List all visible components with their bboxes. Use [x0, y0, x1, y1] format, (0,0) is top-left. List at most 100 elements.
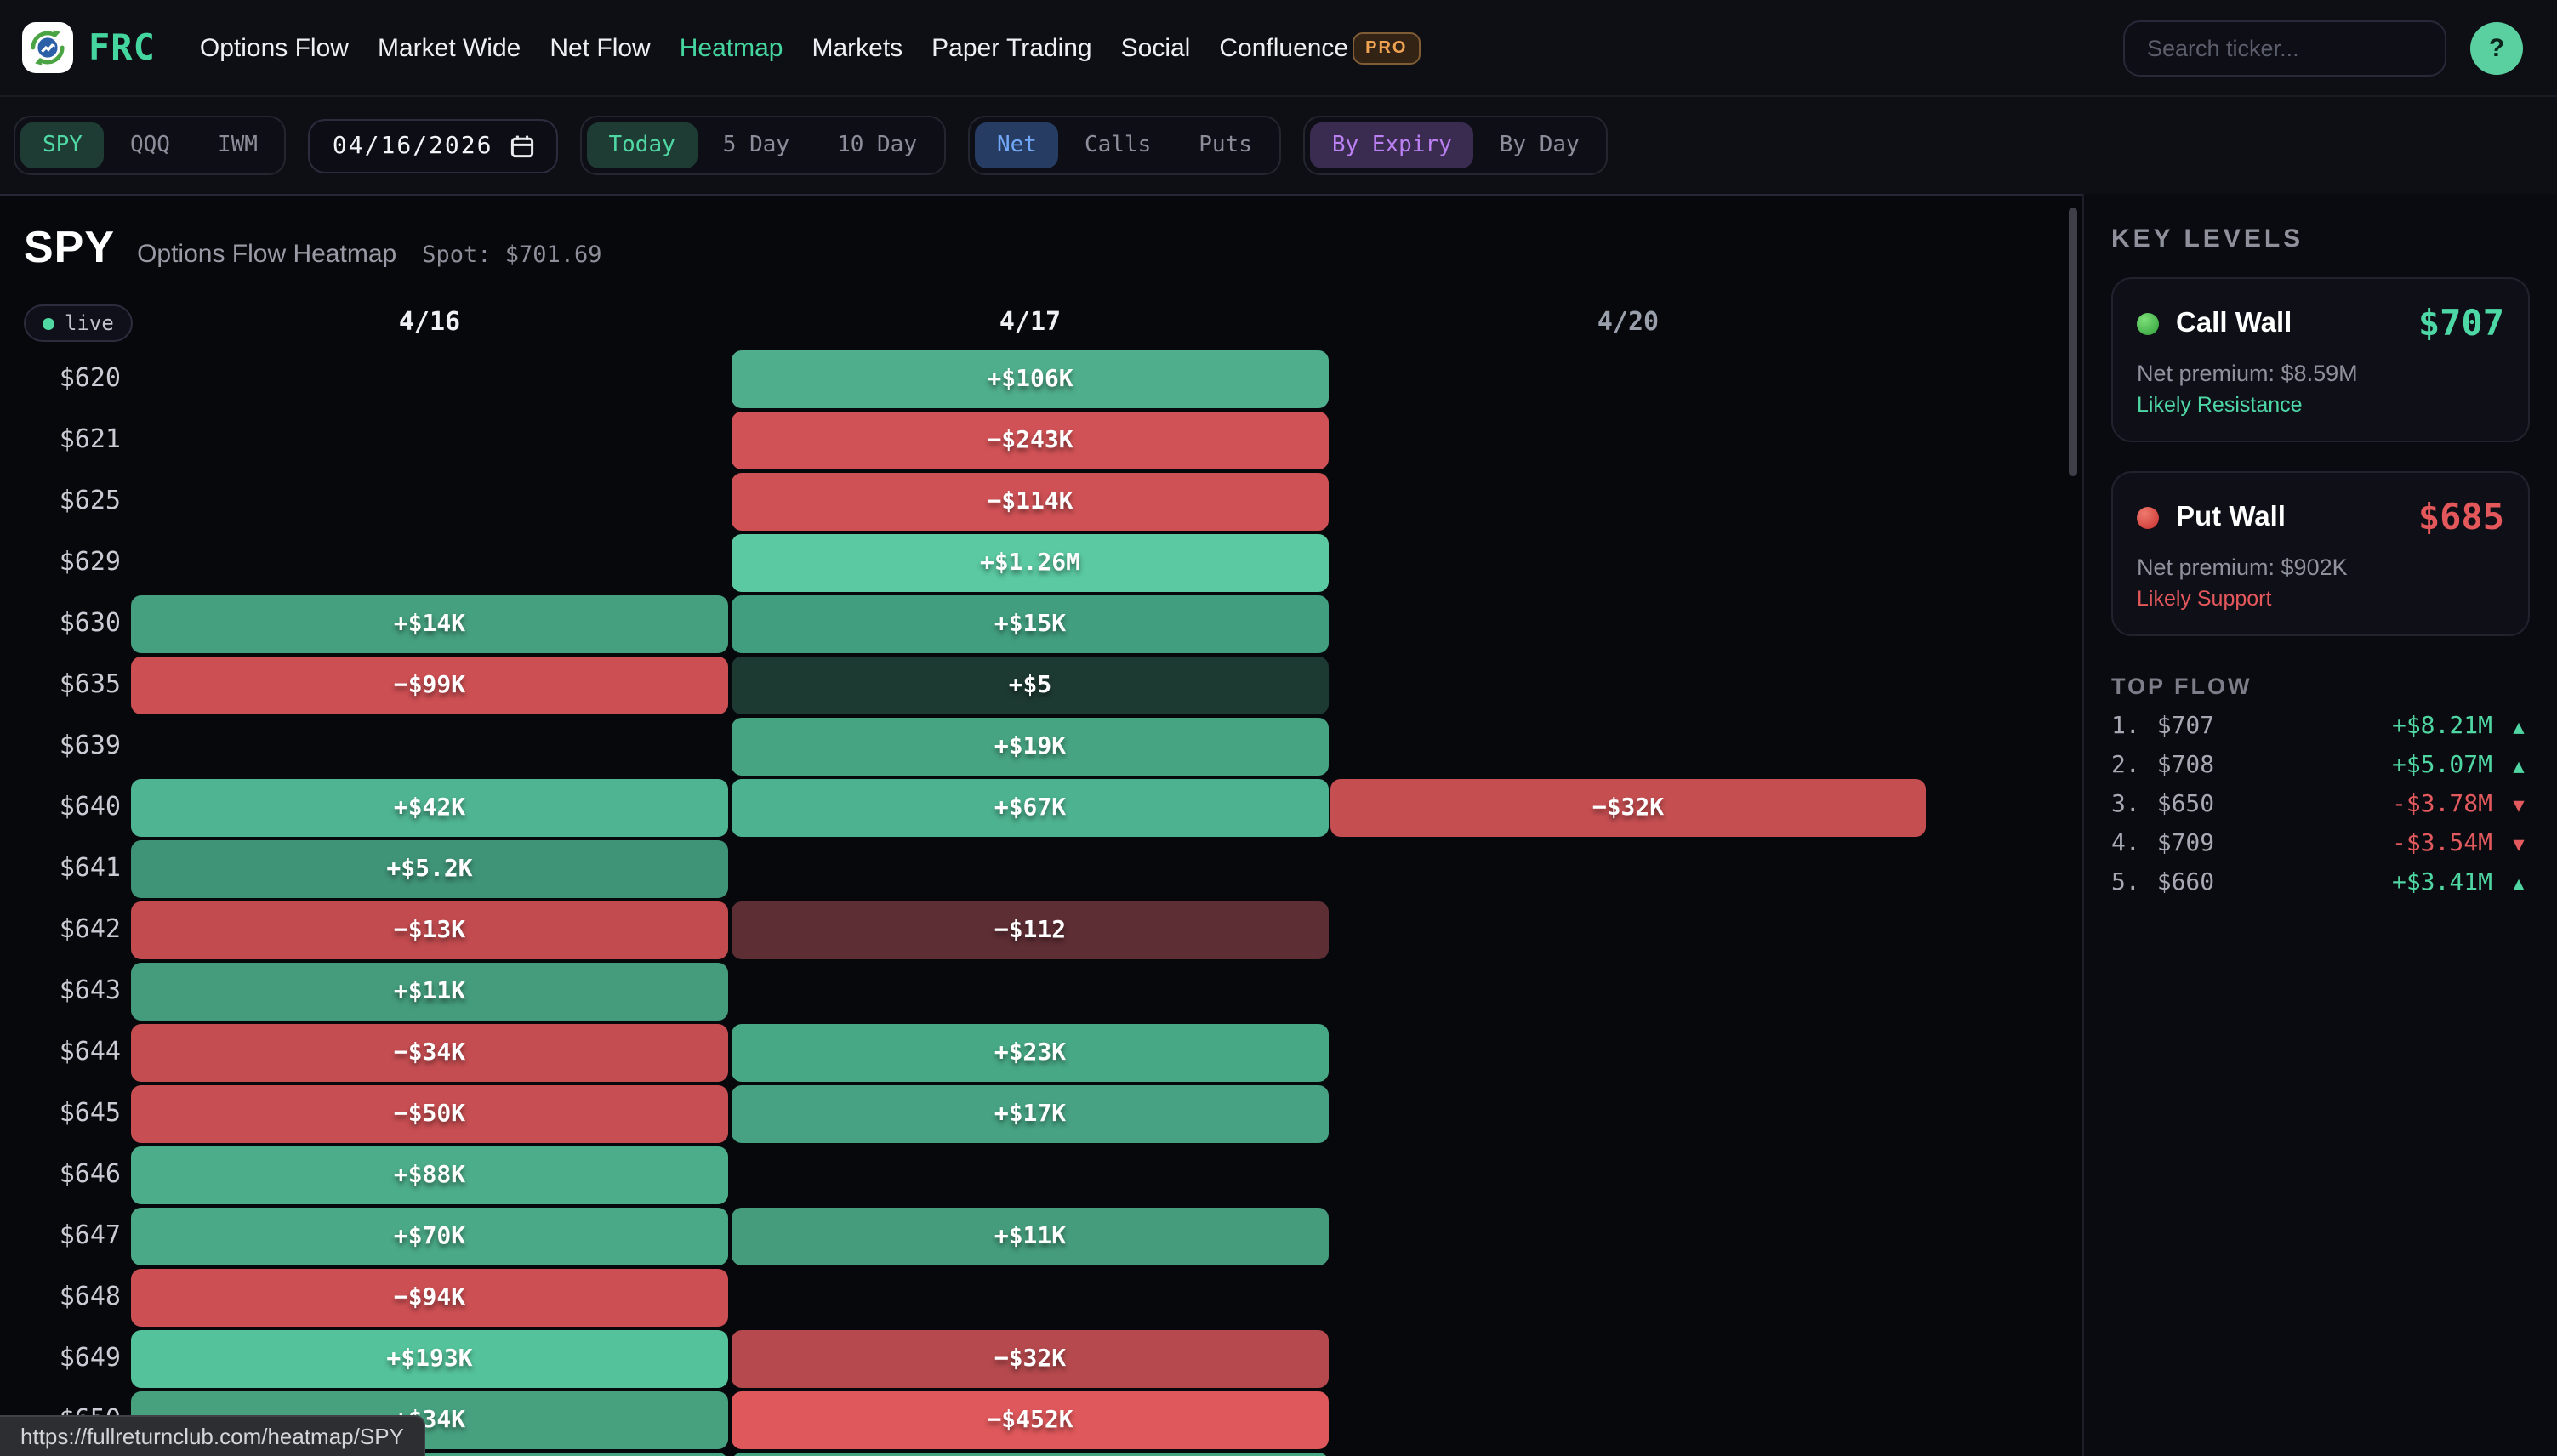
heatmap-cell[interactable]: +$5.2K [131, 840, 728, 897]
heatmap-cell[interactable]: +$5 [732, 657, 1329, 714]
strike-label: $641 [59, 852, 121, 883]
calendar-icon [510, 134, 533, 157]
heatmap-cell[interactable]: −$114K [732, 473, 1329, 530]
filter-flow-type-net[interactable]: Net [975, 122, 1059, 168]
top-flow-value: +$8.21M [2391, 713, 2492, 740]
heatmap-row-646: $646 +$88K [0, 1146, 2082, 1203]
heatmap-cell[interactable]: +$19K [732, 718, 1329, 775]
filter-group-mode-by-expiry[interactable]: By Expiry [1309, 122, 1474, 168]
frc-logo[interactable] [22, 22, 73, 73]
top-flow-item-709: 4. $709 -$3.54M ▼ [2111, 830, 2530, 857]
help-button[interactable]: ? [2470, 21, 2523, 74]
sidebar: KEY LEVELS Call Wall $707 Net premium: $… [2082, 194, 2557, 1456]
heatmap-cell[interactable]: −$452K [732, 1391, 1329, 1448]
nav-item-social[interactable]: Social [1120, 33, 1191, 62]
down-triangle-icon: ▼ [2513, 833, 2525, 855]
heatmap-cell[interactable]: +$193K [131, 1330, 728, 1387]
filter-ticker-iwm[interactable]: IWM [217, 133, 258, 158]
filter-range-5-day[interactable]: 5 Day [722, 133, 790, 158]
strike-label: $646 [59, 1158, 121, 1189]
filter-flow-type-calls[interactable]: Calls [1084, 133, 1152, 158]
filter-flow-type-puts[interactable]: Puts [1199, 133, 1252, 158]
heatmap-cell[interactable]: −$99K [131, 657, 728, 714]
top-flow-rank: 3. [2111, 791, 2140, 818]
heatmap-cell[interactable]: +$17K [732, 1085, 1329, 1142]
heatmap-cell[interactable]: +$11K [732, 1208, 1329, 1265]
top-flow-item-650: 3. $650 -$3.78M ▼ [2111, 791, 2530, 818]
ticker-toggle-group: SPY QQQ IWM [14, 116, 287, 175]
nav-item-options-flow[interactable]: Options Flow [199, 33, 349, 62]
strike-label: $639 [59, 730, 121, 760]
filter-range-today[interactable]: Today [586, 122, 698, 168]
heatmap-cell[interactable]: +$70K [131, 1208, 728, 1265]
heatmap-row-621: $621 −$243K [0, 412, 2082, 469]
up-triangle-icon: ▲ [2513, 754, 2525, 776]
heatmap-cell[interactable]: +$15K [732, 595, 1329, 652]
filter-ticker-qqq[interactable]: QQQ [129, 133, 170, 158]
nav-item-net-flow[interactable]: Net Flow [550, 33, 651, 62]
nav-item-confluence[interactable]: Confluence [1219, 33, 1349, 62]
heatmap-cell[interactable]: +$42K [131, 779, 728, 836]
search-input[interactable] [2123, 20, 2446, 76]
filter-group-mode-by-day[interactable]: By Day [1499, 133, 1580, 158]
top-flow-rank: 4. [2111, 830, 2140, 857]
call-wall-premium: Net premium: $8.59M [2137, 361, 2358, 386]
date-picker[interactable]: 04/16/2026 [308, 118, 558, 173]
heatmap-row-640: $640 +$42K +$67K −$32K [0, 779, 2082, 836]
nav-items: Options Flow Market Wide Net Flow Heatmap Ma… [200, 33, 1348, 62]
top-flow-item-660: 5. $660 +$3.41M ▲ [2111, 869, 2530, 896]
strike-label: $635 [59, 668, 121, 699]
put-wall-header: Put Wall $685 [2137, 497, 2504, 537]
call-wall-card: Call Wall $707 Net premium: $8.59M Likel… [2111, 277, 2530, 442]
nav-item-heatmap[interactable]: Heatmap [679, 33, 783, 62]
heatmap-row-620: $620 +$106K [0, 350, 2082, 407]
nav-item-market-wide[interactable]: Market Wide [377, 33, 521, 62]
strike-label: $620 [59, 362, 121, 393]
heatmap-row-642: $642 −$13K −$112 [0, 901, 2082, 958]
heatmap-cell[interactable]: +$67K [732, 779, 1329, 836]
filter-range-10-day[interactable]: 10 Day [837, 133, 917, 158]
heatmap-cell[interactable]: +$88K [131, 1146, 728, 1203]
top-flow-list: 1. $707 +$8.21M ▲ 2. $708 +$5.07M ▲ 3. $650 -$3.78… [2111, 713, 2530, 896]
top-flow-rank: 5. [2111, 869, 2140, 896]
up-triangle-icon: ▲ [2513, 872, 2525, 894]
top-flow-strike: $650 [2156, 791, 2215, 818]
heatmap-cell[interactable]: +$1.26M [732, 534, 1329, 591]
heatmap-row-649: $649 +$193K −$32K [0, 1330, 2082, 1387]
heatmap-cell[interactable]: +$23K [732, 1024, 1329, 1081]
heatmap-cell[interactable]: −$243K [732, 412, 1329, 469]
heatmap-cell[interactable] [732, 1453, 1329, 1456]
heatmap-row-641: $641 +$5.2K [0, 840, 2082, 897]
filter-ticker-spy[interactable]: SPY [20, 122, 105, 168]
heatmap-cell[interactable]: −$13K [131, 901, 728, 958]
heatmap-cell[interactable]: +$106K [732, 350, 1329, 407]
strike-label: $630 [59, 607, 121, 638]
nav-item-markets[interactable]: Markets [812, 33, 903, 62]
heatmap-cell[interactable]: −$32K [732, 1330, 1329, 1387]
vertical-scrollbar-thumb[interactable] [2069, 208, 2077, 476]
top-flow-value: -$3.78M [2391, 791, 2492, 818]
heatmap-cell[interactable]: −$34K [131, 1024, 728, 1081]
heatmap-cell[interactable]: −$50K [131, 1085, 728, 1142]
navbar: FRC Options Flow Market Wide Net Flow Heatm… [0, 0, 2557, 97]
frc-logo-icon [31, 30, 65, 65]
heatmap-cell[interactable]: −$112 [732, 901, 1329, 958]
brand-name[interactable]: FRC [88, 27, 156, 68]
top-flow-value: -$3.54M [2391, 830, 2492, 857]
put-wall-label: Put Wall [2176, 501, 2286, 532]
heatmap-cell[interactable]: −$94K [131, 1269, 728, 1326]
call-wall-dot-icon [2137, 312, 2159, 334]
heatmap-cell[interactable]: +$11K [131, 963, 728, 1020]
key-levels-title: KEY LEVELS [2111, 225, 2304, 253]
page-title-symbol: SPY [24, 221, 116, 272]
heatmap-cell[interactable]: −$32K [1330, 779, 1926, 836]
heatmap-row-630: $630 +$14K +$15K [0, 595, 2082, 652]
strike-label: $621 [59, 424, 121, 454]
page-subtitle: Options Flow Heatmap [137, 240, 397, 269]
top-flow-value: +$5.07M [2391, 752, 2492, 779]
heatmap-row-partial [0, 1453, 2082, 1456]
nav-item-paper-trading[interactable]: Paper Trading [931, 33, 1092, 62]
heatmap-cell[interactable] [131, 1453, 728, 1456]
spot-price: Spot: $701.69 [422, 242, 602, 269]
heatmap-cell[interactable]: +$14K [131, 595, 728, 652]
